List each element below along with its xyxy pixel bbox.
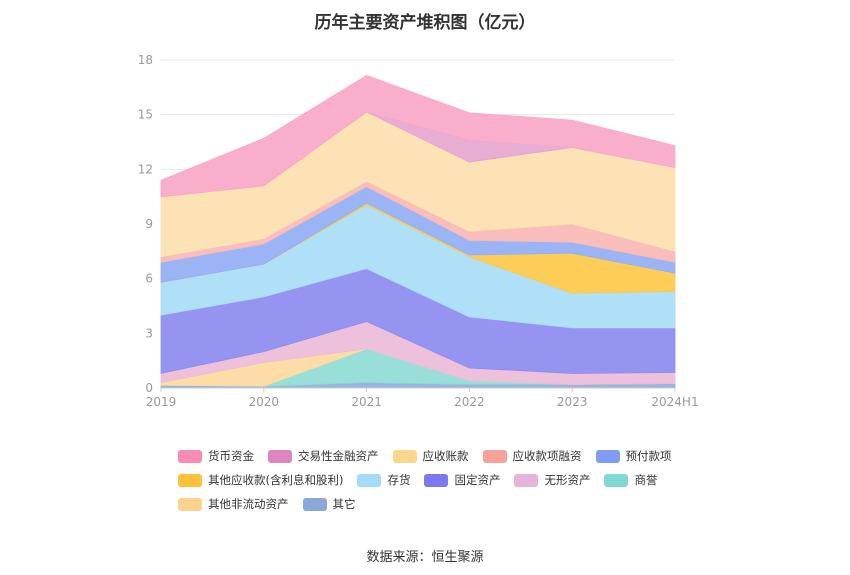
legend-item[interactable]: 其他应收款(含利息和股利) <box>178 471 343 489</box>
legend-item[interactable]: 预付款项 <box>595 447 672 465</box>
x-tick-label: 2020 <box>249 395 280 409</box>
legend-label: 商誉 <box>634 473 658 487</box>
legend-label: 固定资产 <box>454 473 501 487</box>
legend-item[interactable]: 应收账款 <box>392 447 469 465</box>
legend-label: 交易性金融资产 <box>298 449 379 463</box>
legend-swatch <box>178 473 202 487</box>
legend-swatch <box>514 473 539 487</box>
legend-swatch <box>357 473 382 487</box>
legend-label: 存货 <box>387 473 411 487</box>
legend-label: 预付款项 <box>625 449 672 463</box>
legend-swatch <box>178 497 202 511</box>
y-tick-label: 3 <box>145 326 153 340</box>
legend-item[interactable]: 应收款项融资 <box>482 447 582 465</box>
x-tick-label: 2023 <box>557 395 588 409</box>
legend: 货币资金 交易性金融资产 应收账款 应收款项融资 预付款项其他应收款(含利息和股利) 存货… <box>178 447 698 519</box>
data-source: 数据来源：恒生聚源 <box>366 550 484 565</box>
legend-swatch <box>424 473 449 487</box>
x-tick-label: 2021 <box>351 395 382 409</box>
y-tick-label: 12 <box>138 162 153 176</box>
legend-label: 其他非流动资产 <box>208 497 289 511</box>
legend-swatch <box>268 449 292 463</box>
legend-item[interactable]: 固定资产 <box>424 471 500 489</box>
legend-item[interactable]: 存货 <box>357 471 410 489</box>
y-tick-label: 18 <box>138 53 153 67</box>
area-series-11[interactable] <box>160 75 676 198</box>
legend-item[interactable]: 交易性金融资产 <box>268 447 379 465</box>
legend-label: 其它 <box>332 497 356 511</box>
legend-swatch <box>392 449 417 463</box>
legend-label: 无形资产 <box>544 473 591 487</box>
legend-swatch <box>302 497 327 511</box>
legend-label: 其他应收款(含利息和股利) <box>208 473 344 487</box>
x-tick-label: 2024H1 <box>651 395 698 409</box>
x-tick-label: 2022 <box>454 395 485 409</box>
legend-swatch <box>595 449 620 463</box>
chart-title: 历年主要资产堆积图（亿元） <box>314 13 536 33</box>
y-tick-label: 15 <box>138 108 153 122</box>
legend-swatch <box>482 449 507 463</box>
legend-label: 货币资金 <box>208 449 254 463</box>
y-tick-label: 9 <box>145 217 153 231</box>
legend-swatch <box>178 449 202 463</box>
legend-swatch <box>604 473 629 487</box>
legend-item[interactable]: 其它 <box>302 495 356 513</box>
legend-label: 应收账款 <box>422 449 469 463</box>
legend-label: 应收款项融资 <box>512 449 582 463</box>
legend-item[interactable]: 商誉 <box>604 471 657 489</box>
y-tick-label: 0 <box>145 381 153 395</box>
x-tick-label: 2019 <box>146 395 177 409</box>
legend-item[interactable]: 无形资产 <box>514 471 590 489</box>
legend-item[interactable]: 其他非流动资产 <box>178 495 289 513</box>
y-tick-label: 6 <box>145 272 153 286</box>
legend-item[interactable]: 货币资金 <box>178 447 254 465</box>
